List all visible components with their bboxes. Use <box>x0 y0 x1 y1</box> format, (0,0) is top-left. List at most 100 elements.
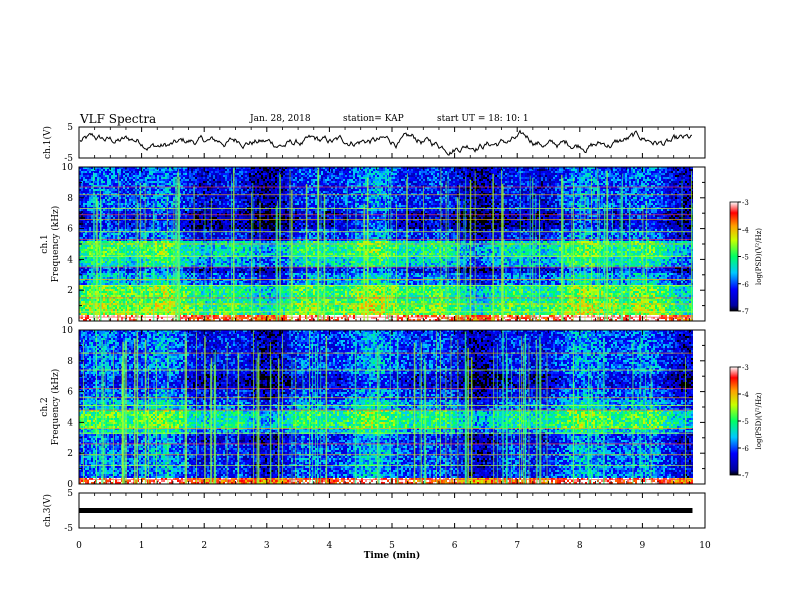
ch1-spectrogram-cell <box>81 185 83 187</box>
ch1-spectrogram-cell <box>189 175 191 177</box>
ch1-spectrogram-cell <box>85 187 87 189</box>
ch1-spectrogram-cell <box>487 171 489 173</box>
ch1-spectrogram-cell <box>539 191 541 193</box>
ch1-spectrogram-cell <box>321 169 323 171</box>
ch1-spectrogram-cell <box>185 195 187 197</box>
ch1-spectrogram-cell <box>373 195 375 197</box>
ch1-spectrogram-cell <box>661 171 663 173</box>
ch1-spectrogram-cell <box>659 179 661 181</box>
ch1-spectrogram-cell <box>407 175 409 177</box>
ch1-spectrogram-cell <box>345 195 347 197</box>
ch1-spectrogram-cell <box>393 169 395 171</box>
ch1-spectrogram-cell <box>673 171 675 173</box>
ch1-spectrogram-cell <box>471 167 473 169</box>
ch1-spectrogram-cell <box>239 173 241 175</box>
ch1-spectrogram-cell <box>419 173 421 175</box>
ch1-spectrogram-cell <box>673 195 675 197</box>
ch1-spectrogram-cell <box>403 187 405 189</box>
ch1-spectrogram-cell <box>607 179 609 181</box>
ch1-spectrogram-cell <box>595 171 597 173</box>
ch1-spectrogram-cell <box>489 195 491 197</box>
ch1-spectrogram-cell <box>441 185 443 187</box>
ch1-spectrogram-cell <box>505 171 507 173</box>
ch1-waveform-line <box>79 129 693 156</box>
ch1-spectrogram-cell <box>217 193 219 195</box>
ch1-spectrogram-cell <box>413 189 415 191</box>
ch1-spectrogram-cell <box>615 175 617 177</box>
ch1-spectrogram-cell <box>81 169 83 171</box>
ch1-spectrogram-cell <box>423 195 425 197</box>
ch1-spectrogram-cell <box>281 193 283 195</box>
ch1-spectrogram-cell <box>329 171 331 173</box>
ch1-spectrogram-cell <box>663 195 665 197</box>
ch1-spectrogram-cell <box>377 197 379 199</box>
ch1-spectrogram-cell <box>139 195 141 197</box>
ch1-spectrogram-cell <box>201 193 203 195</box>
ch1-spectrogram-cell <box>319 195 321 197</box>
ch1-spectrogram-cell <box>649 177 651 179</box>
ch1-spectrogram-cell <box>211 173 213 175</box>
ch1-spectrogram-cell <box>681 175 683 177</box>
ch1-spectrogram-cell <box>439 169 441 171</box>
ch1-spectrogram-cell <box>401 183 403 185</box>
ch1-spectrogram-cell <box>111 187 113 189</box>
ch1-spectrogram-cell <box>87 169 89 171</box>
ch1-spectrogram-cell <box>477 191 479 193</box>
ch1-spectrogram-cell <box>581 181 583 183</box>
ch1-spectrogram-cell <box>349 175 351 177</box>
ch1-spectrogram-cell <box>169 171 171 173</box>
ch1-spectrogram-cell <box>617 189 619 191</box>
ch1-spectrogram-cell <box>337 179 339 181</box>
ch1-spectrogram-cell <box>541 191 543 193</box>
ch1-spectrogram-cell <box>519 169 521 171</box>
ch1-spectrogram-cell <box>165 189 167 191</box>
ch1-spectrogram-cell <box>583 189 585 191</box>
ch1-spectrogram-cell <box>575 169 577 171</box>
ch1-spectrogram-cell <box>481 187 483 189</box>
ch1-spectrogram-cell <box>419 171 421 173</box>
ch1-spectrogram-cell <box>379 169 381 171</box>
ch1-spectrogram-cell <box>549 187 551 189</box>
ch1-spectrogram-cell <box>569 171 571 173</box>
ch1-spectrogram-cell <box>373 181 375 183</box>
ch1-spectrogram-cell <box>413 177 415 179</box>
ch1-spectrogram-cell <box>227 191 229 193</box>
ch1-spectrogram-cell <box>325 195 327 197</box>
ch1-spectrogram-cell <box>461 197 463 199</box>
ch1-spectrogram-cell <box>285 179 287 181</box>
ch1-spectrogram-cell <box>245 191 247 193</box>
ch1-spectrogram-cell <box>253 171 255 173</box>
ch1-spectrogram-cell <box>679 179 681 181</box>
ch1-spectrogram-cell <box>247 189 249 191</box>
ch1-spectrogram-cell <box>469 171 471 173</box>
ch1-spectrogram-cell <box>183 189 185 191</box>
ch1-spectrogram-cell <box>409 175 411 177</box>
ch1-spectrogram-cell <box>655 175 657 177</box>
ch1-spectrogram-cell <box>251 197 253 199</box>
ch1-spectrogram-cell <box>205 179 207 181</box>
ch1-spectrogram-cell <box>417 181 419 183</box>
ch1-spectrogram-cell <box>687 171 689 173</box>
ch1-spectrogram-cell <box>357 175 359 177</box>
ch1-spectrogram-cell <box>91 167 93 169</box>
ch1-spectrogram-cell <box>365 177 367 179</box>
ch1-spectrogram-cell <box>457 195 459 197</box>
ch1-spectrogram-cell <box>653 173 655 175</box>
ch1-spectrogram-cell <box>457 179 459 181</box>
ch1-spectrogram-cell <box>143 171 145 173</box>
ch1-spectrogram-cell <box>149 185 151 187</box>
ch1-spectrogram-cell <box>295 181 297 183</box>
ch1-spectrogram-cell <box>353 193 355 195</box>
ch1-spectrogram-cell <box>605 171 607 173</box>
ch1-spectrogram-cell <box>593 169 595 171</box>
ch1-spectrogram-cell <box>631 173 633 175</box>
ch1-spectrogram-cell <box>413 169 415 171</box>
ch1-spectrogram-cell <box>161 189 163 191</box>
ch1-spectrogram-cell <box>601 177 603 179</box>
ch1-spectrogram-cell <box>407 191 409 193</box>
ch1-spectrogram-cell <box>241 171 243 173</box>
ch1-spectrogram-cell <box>133 171 135 173</box>
ch1-spectrogram-cell <box>587 185 589 187</box>
ch1-spectrogram-cell <box>535 189 537 191</box>
ch1-spectrogram-cell <box>663 167 665 169</box>
